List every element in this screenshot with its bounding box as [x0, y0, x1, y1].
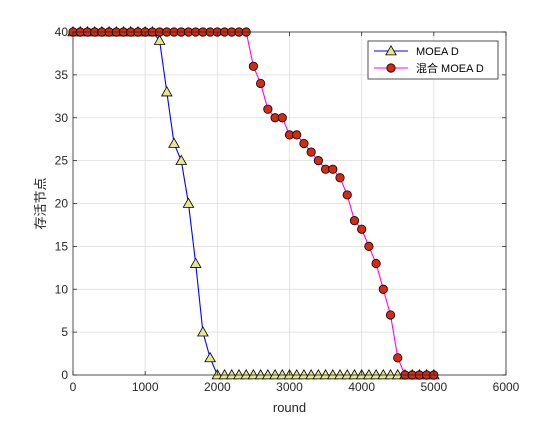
- data-point: [225, 368, 238, 380]
- data-point: [182, 197, 195, 208]
- data-point: [362, 368, 375, 380]
- data-point: [269, 368, 281, 380]
- data-point: [218, 368, 231, 380]
- data-point: [391, 368, 404, 380]
- data-point: [240, 368, 253, 380]
- data-point: [357, 224, 367, 234]
- y-tick-label: 15: [55, 239, 69, 253]
- data-point: [197, 326, 209, 337]
- data-point: [334, 368, 346, 380]
- data-point: [299, 138, 309, 149]
- data-point: [298, 368, 310, 380]
- data-point: [348, 368, 361, 380]
- ticks: 0 1000 2000 3000 4000 5000 6000 0 5 10 15 20 25 30 35 4…: [55, 25, 520, 394]
- data-point: [319, 368, 332, 380]
- y-tick-label: 25: [55, 154, 69, 168]
- data-point: [378, 284, 388, 294]
- data-point: [189, 257, 202, 268]
- y-tick-label: 20: [55, 197, 69, 211]
- grid: [73, 32, 506, 375]
- data-point: [341, 368, 354, 380]
- data-point: [328, 164, 338, 174]
- data-point: [377, 368, 390, 380]
- data-point: [247, 368, 260, 380]
- legend: MOEA D 混合 MOEA D: [367, 40, 499, 80]
- x-tick-label: 2000: [204, 380, 231, 394]
- data-point: [313, 156, 323, 166]
- data-point: [256, 78, 266, 89]
- data-point: [153, 34, 166, 45]
- x-tick-label: 0: [70, 380, 77, 394]
- x-tick-label: 5000: [420, 380, 447, 394]
- legend-entry: 混合 MOEA D: [374, 61, 484, 75]
- data-point: [349, 216, 360, 226]
- legend-marker: [385, 44, 397, 56]
- legend-label: MOEA D: [416, 46, 459, 58]
- data-point: [204, 351, 217, 363]
- data-point: [263, 104, 273, 114]
- data-point: [393, 353, 403, 363]
- data-point: [305, 368, 318, 380]
- data-point: [335, 173, 345, 183]
- y-tick-label: 5: [61, 325, 68, 339]
- y-tick-label: 30: [55, 111, 69, 125]
- y-tick-label: 10: [55, 282, 69, 296]
- data-point: [261, 368, 274, 380]
- x-tick-label: 3000: [276, 380, 303, 394]
- data-point: [292, 130, 302, 140]
- x-tick-label: 1000: [132, 380, 159, 394]
- y-tick-label: 40: [55, 25, 69, 39]
- x-tick-label: 4000: [348, 380, 375, 394]
- data-point: [254, 368, 267, 380]
- data-point: [384, 368, 397, 380]
- x-tick-label: 6000: [493, 380, 520, 394]
- y-axis-label: 存活节点: [33, 177, 48, 229]
- data-point: [248, 61, 259, 71]
- data-point: [175, 154, 188, 165]
- legend-entry: MOEA D: [374, 44, 459, 58]
- data-point: [364, 241, 374, 251]
- data-point: [160, 86, 173, 97]
- data-point: [342, 190, 352, 200]
- legend-label: 混合 MOEA D: [416, 61, 484, 75]
- data-point: [385, 310, 396, 320]
- data-point: [306, 147, 316, 157]
- data-point: [326, 368, 339, 380]
- data-point: [233, 368, 245, 380]
- data-point: [168, 137, 180, 148]
- x-axis-label: round: [273, 400, 306, 415]
- data-point: [370, 368, 382, 380]
- data-point: [277, 113, 287, 123]
- data-point: [290, 368, 303, 380]
- legend-marker: [386, 63, 396, 73]
- y-tick-label: 0: [61, 368, 68, 382]
- data-point: [312, 368, 325, 380]
- data-point: [276, 368, 289, 380]
- y-tick-label: 35: [55, 68, 69, 82]
- data-point: [371, 258, 381, 269]
